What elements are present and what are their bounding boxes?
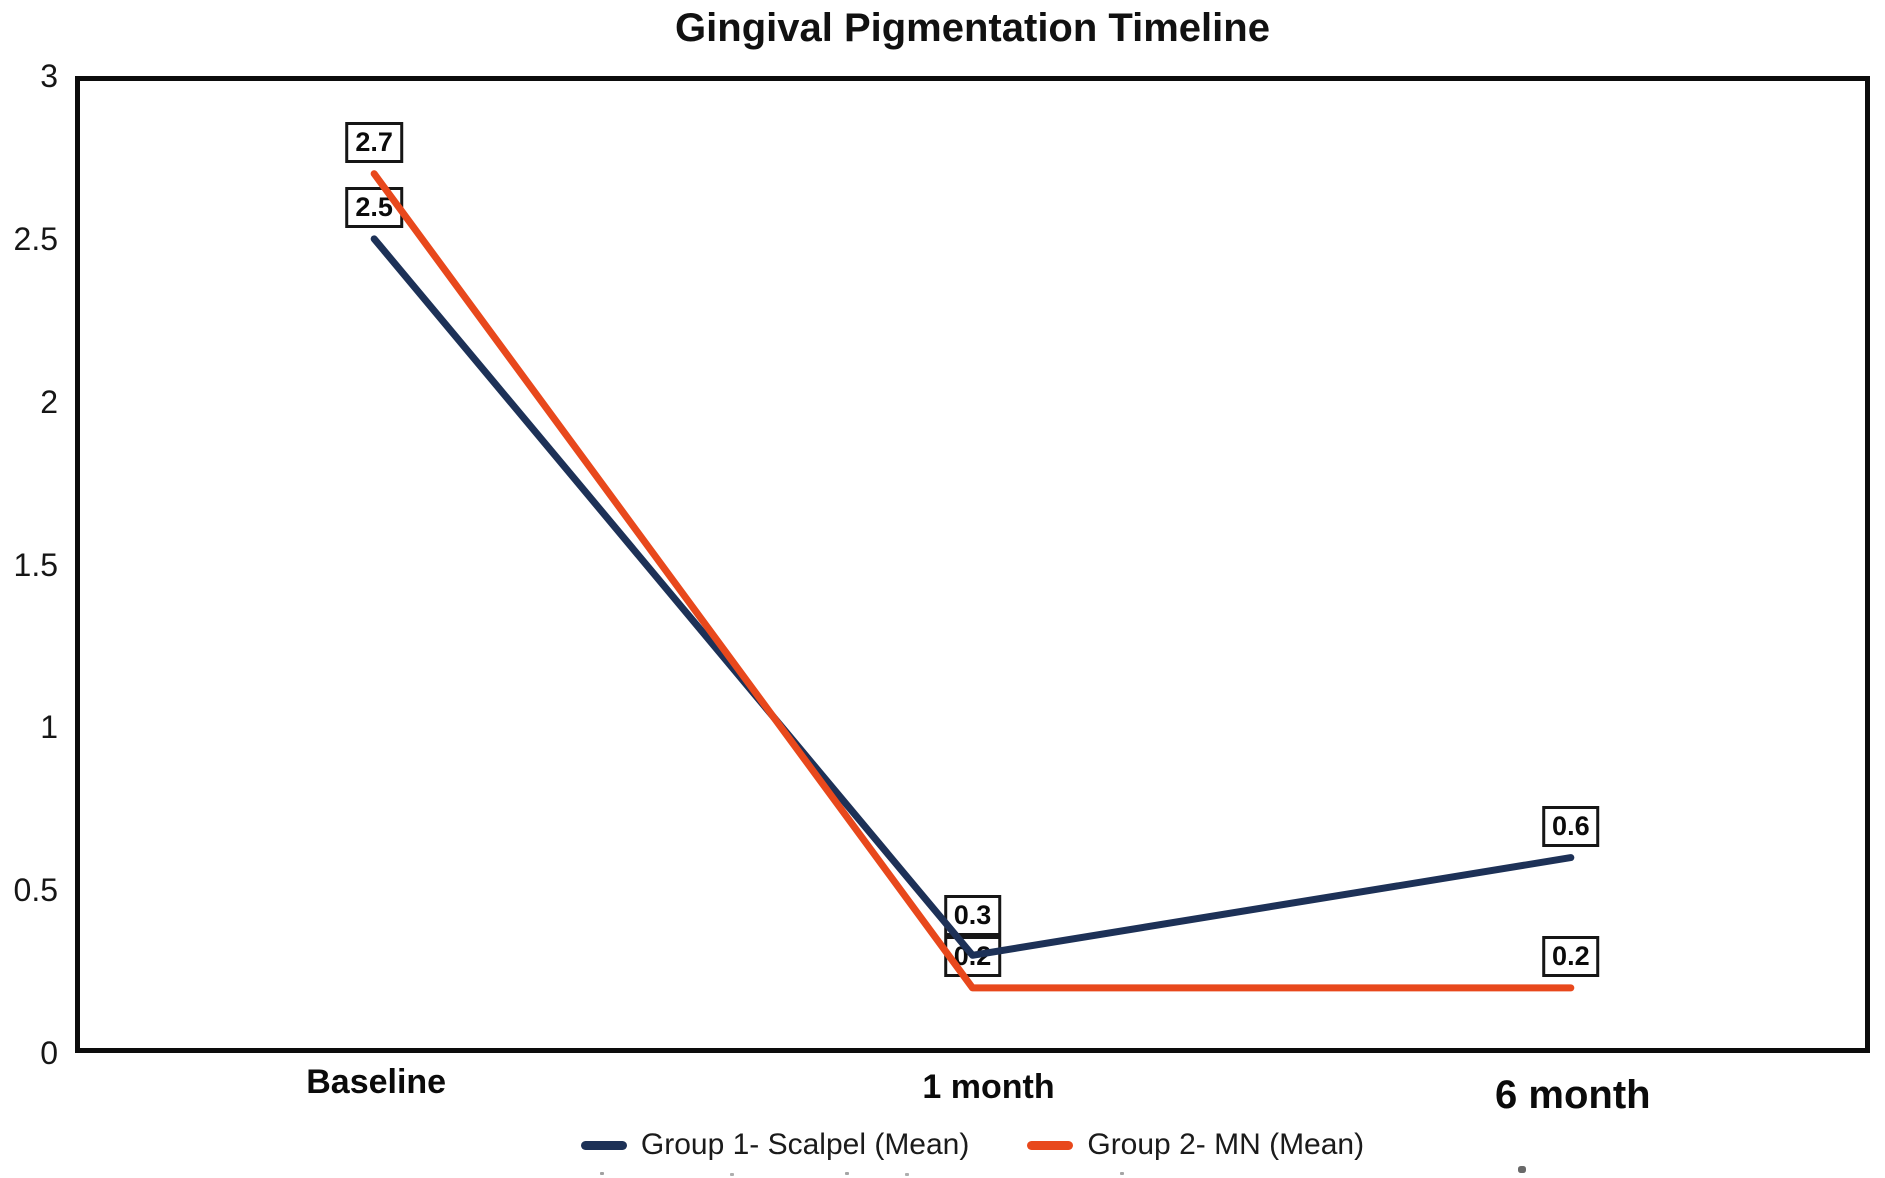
cropped-legend-row-artifact	[600, 1172, 604, 1175]
data-label: 0.6	[1542, 805, 1600, 847]
data-label: 0.2	[943, 935, 1002, 977]
y-tick-label: 1.5	[13, 546, 58, 583]
y-tick-label: 1	[40, 709, 58, 746]
x-axis-label: 1 month	[922, 1068, 1055, 1106]
legend: Group 1- Scalpel (Mean) Group 2- MN (Mean…	[75, 1122, 1870, 1168]
chart-title: Gingival Pigmentation Timeline	[675, 6, 1270, 50]
y-tick-label: 3	[40, 58, 58, 94]
legend-item: Group 1- Scalpel (Mean)	[580, 1128, 970, 1162]
legend-label: Group 1- Scalpel (Mean)	[640, 1128, 970, 1161]
data-label: 2.5	[345, 186, 403, 228]
y-tick-label: 2.5	[13, 220, 58, 257]
y-tick-label: 2	[40, 383, 58, 420]
x-axis-label: 6 month	[1495, 1073, 1651, 1117]
legend-item: Group 2- MN (Mean)	[1027, 1128, 1364, 1162]
data-label: 2.7	[345, 121, 403, 163]
y-tick-label: 0	[40, 1035, 58, 1071]
data-label: 0.2	[1542, 935, 1600, 977]
y-tick-label: 0.5	[13, 872, 58, 909]
data-label: 0.3	[943, 894, 1002, 936]
x-axis-label: Baseline	[306, 1063, 447, 1101]
legend-label: Group 2- MN (Mean)	[1087, 1128, 1365, 1161]
legend-swatch	[1027, 1140, 1074, 1150]
legend-swatch	[580, 1140, 627, 1150]
